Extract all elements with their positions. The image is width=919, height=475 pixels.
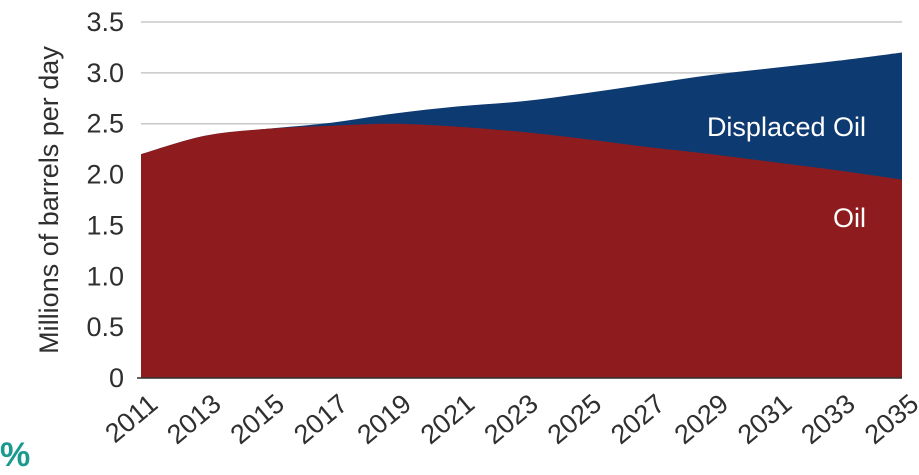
- series-label-oil: Oil: [833, 203, 866, 233]
- x-tick-label: 2019: [352, 388, 417, 450]
- x-tick-label: 2029: [669, 388, 734, 450]
- x-tick-label: 2033: [795, 388, 860, 450]
- series-label-displaced-oil: Displaced Oil: [707, 112, 866, 142]
- y-tick-label: 0.5: [86, 312, 124, 342]
- x-tick-label: 2035: [859, 388, 919, 450]
- x-tick-label: 2011: [99, 388, 163, 448]
- y-tick-label: 3.5: [86, 7, 124, 37]
- y-tick-label: 3.0: [86, 58, 124, 88]
- chart-areas: [137, 52, 902, 379]
- x-tick-label: 2015: [225, 388, 290, 450]
- x-tick-label: 2013: [161, 388, 226, 450]
- y-tick-label: 1.0: [86, 261, 124, 291]
- y-tick-label: 2.5: [86, 109, 124, 139]
- area-oil: [141, 123, 902, 378]
- x-tick-label: 2031: [732, 388, 797, 450]
- x-tick-label: 2025: [542, 388, 607, 450]
- y-tick-label: 1.5: [86, 210, 124, 240]
- y-axis-ticks: 0 0.5 1.0 1.5 2.0 2.5 3.0 3.5: [86, 7, 124, 393]
- y-axis-label: Millions of barrels per day: [34, 46, 64, 354]
- x-tick-label: 2023: [478, 388, 543, 450]
- y-tick-label: 0: [109, 363, 124, 393]
- x-tick-label: 2017: [288, 388, 353, 450]
- x-tick-label: 2021: [415, 388, 480, 450]
- cropped-percent-text: %: [0, 436, 31, 474]
- y-tick-label: 2.0: [86, 160, 124, 190]
- x-axis-ticks: 2011201320152017201920212023202520272029…: [99, 388, 919, 450]
- x-tick-label: 2027: [605, 388, 670, 450]
